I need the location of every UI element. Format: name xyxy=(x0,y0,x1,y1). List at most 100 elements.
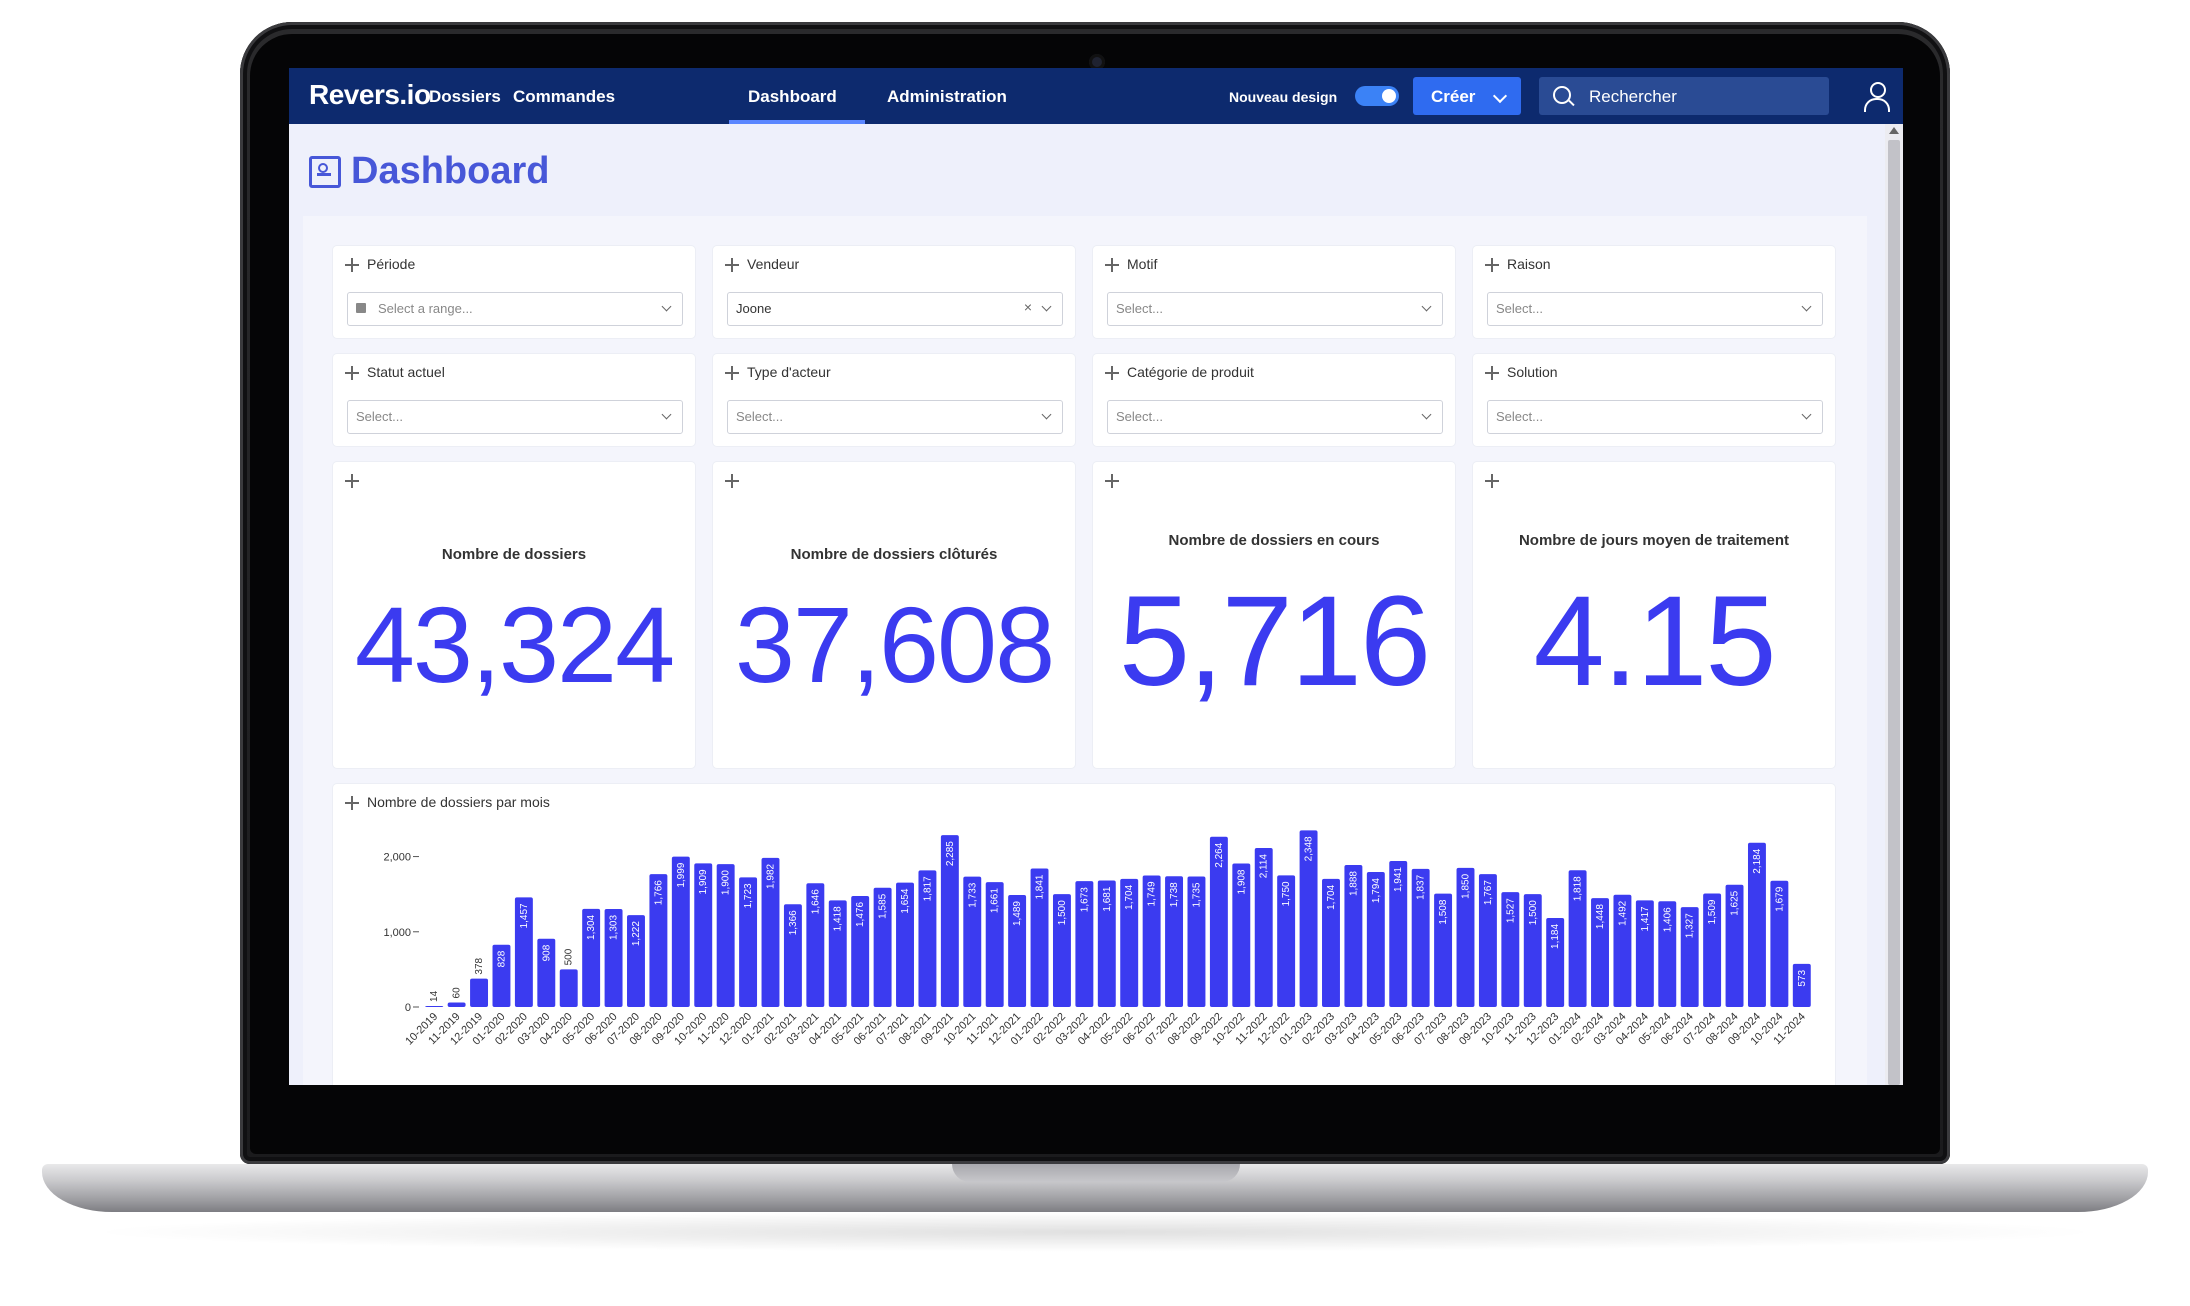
bar[interactable] xyxy=(1770,880,1789,1007)
bar[interactable] xyxy=(1299,830,1318,1007)
bar[interactable] xyxy=(1635,900,1654,1007)
bar[interactable] xyxy=(1254,847,1273,1007)
categorie-select[interactable]: Select... xyxy=(1107,400,1443,434)
bar[interactable] xyxy=(873,887,892,1007)
bar[interactable] xyxy=(559,969,578,1007)
search-box[interactable] xyxy=(1539,77,1829,115)
bar[interactable] xyxy=(1277,875,1296,1007)
bar[interactable] xyxy=(761,857,780,1007)
bar-value-label: 500 xyxy=(564,948,575,965)
bar[interactable] xyxy=(470,978,489,1007)
bar[interactable] xyxy=(1591,898,1609,1007)
move-icon[interactable] xyxy=(725,366,739,380)
scroll-thumb[interactable] xyxy=(1888,140,1900,1085)
bar[interactable] xyxy=(1411,868,1430,1007)
move-icon[interactable] xyxy=(1485,258,1499,272)
nav-administration[interactable]: Administration xyxy=(887,87,1007,106)
bar[interactable] xyxy=(1075,881,1094,1007)
clear-icon[interactable]: × xyxy=(1023,299,1032,315)
move-icon[interactable] xyxy=(725,258,739,272)
bar[interactable] xyxy=(851,895,870,1007)
move-icon[interactable] xyxy=(1105,366,1119,380)
bar[interactable] xyxy=(739,877,758,1007)
move-icon[interactable] xyxy=(345,474,359,488)
bar[interactable] xyxy=(649,874,668,1007)
move-icon[interactable] xyxy=(1105,474,1119,488)
move-icon[interactable] xyxy=(345,796,359,810)
bar[interactable] xyxy=(783,904,802,1007)
periode-select[interactable]: Select a range... xyxy=(347,292,683,326)
bar[interactable] xyxy=(447,1002,466,1007)
bar[interactable] xyxy=(1165,876,1184,1007)
nav-dossiers[interactable]: Dossiers xyxy=(429,87,501,106)
bar[interactable] xyxy=(1703,893,1722,1007)
bar[interactable] xyxy=(1232,863,1251,1007)
bar[interactable] xyxy=(1120,878,1139,1007)
bar[interactable] xyxy=(940,835,959,1007)
bar[interactable] xyxy=(716,864,735,1007)
bar[interactable] xyxy=(1523,894,1542,1007)
bar[interactable] xyxy=(806,883,825,1007)
nav-commandes[interactable]: Commandes xyxy=(513,87,616,106)
statut-select[interactable]: Select... xyxy=(347,400,683,434)
bar[interactable] xyxy=(1658,901,1677,1007)
bar[interactable] xyxy=(492,944,511,1007)
raison-select[interactable]: Select... xyxy=(1487,292,1823,326)
bar[interactable] xyxy=(1322,878,1340,1007)
logo[interactable]: Revers.io xyxy=(309,79,431,110)
bar[interactable] xyxy=(963,876,982,1007)
bar[interactable] xyxy=(1792,963,1811,1007)
solution-select[interactable]: Select... xyxy=(1487,400,1823,434)
move-icon[interactable] xyxy=(345,258,359,272)
bar[interactable] xyxy=(1568,870,1587,1007)
bar[interactable] xyxy=(896,882,914,1007)
bar[interactable] xyxy=(828,900,847,1007)
bar[interactable] xyxy=(671,856,690,1007)
bar[interactable] xyxy=(1187,876,1206,1007)
bar[interactable] xyxy=(1366,872,1385,1007)
scrollbar[interactable] xyxy=(1885,124,1903,1085)
create-button[interactable]: Créer xyxy=(1413,77,1521,115)
laptop-notch xyxy=(952,1164,1240,1182)
bar[interactable] xyxy=(627,915,645,1007)
bar[interactable] xyxy=(1613,894,1632,1007)
bar[interactable] xyxy=(1389,861,1408,1007)
new-design-toggle[interactable] xyxy=(1355,86,1399,106)
vendeur-select[interactable]: Joone × xyxy=(727,292,1063,326)
bar[interactable] xyxy=(1747,842,1766,1007)
bar[interactable] xyxy=(1008,895,1027,1007)
bar[interactable] xyxy=(985,882,1004,1007)
move-icon[interactable] xyxy=(345,366,359,380)
move-icon[interactable] xyxy=(725,474,739,488)
nav-dashboard[interactable]: Dashboard xyxy=(748,87,837,106)
bar[interactable] xyxy=(1680,907,1699,1007)
bar[interactable] xyxy=(514,897,533,1007)
new-design-label: Nouveau design xyxy=(1229,89,1338,105)
bar[interactable] xyxy=(1344,864,1363,1007)
bar[interactable] xyxy=(604,908,623,1007)
bar[interactable] xyxy=(1209,836,1228,1007)
bar[interactable] xyxy=(425,1005,444,1007)
scroll-up-arrow-icon[interactable] xyxy=(1889,127,1899,134)
bar[interactable] xyxy=(918,870,937,1007)
move-icon[interactable] xyxy=(1485,474,1499,488)
bar[interactable] xyxy=(1501,892,1520,1007)
bar[interactable] xyxy=(582,908,601,1007)
bar[interactable] xyxy=(1052,894,1071,1007)
type-acteur-select[interactable]: Select... xyxy=(727,400,1063,434)
user-icon[interactable] xyxy=(1863,82,1891,112)
bar[interactable] xyxy=(694,863,713,1007)
search-input[interactable] xyxy=(1587,85,1821,109)
bar[interactable] xyxy=(1456,867,1475,1007)
bar[interactable] xyxy=(1097,880,1116,1007)
bar[interactable] xyxy=(1546,917,1565,1007)
bar[interactable] xyxy=(537,938,556,1007)
bar[interactable] xyxy=(1434,893,1453,1007)
motif-select[interactable]: Select... xyxy=(1107,292,1443,326)
move-icon[interactable] xyxy=(1105,258,1119,272)
bar[interactable] xyxy=(1725,884,1744,1007)
bar[interactable] xyxy=(1030,868,1049,1007)
move-icon[interactable] xyxy=(1485,366,1499,380)
bar[interactable] xyxy=(1478,874,1497,1007)
bar[interactable] xyxy=(1142,875,1161,1007)
